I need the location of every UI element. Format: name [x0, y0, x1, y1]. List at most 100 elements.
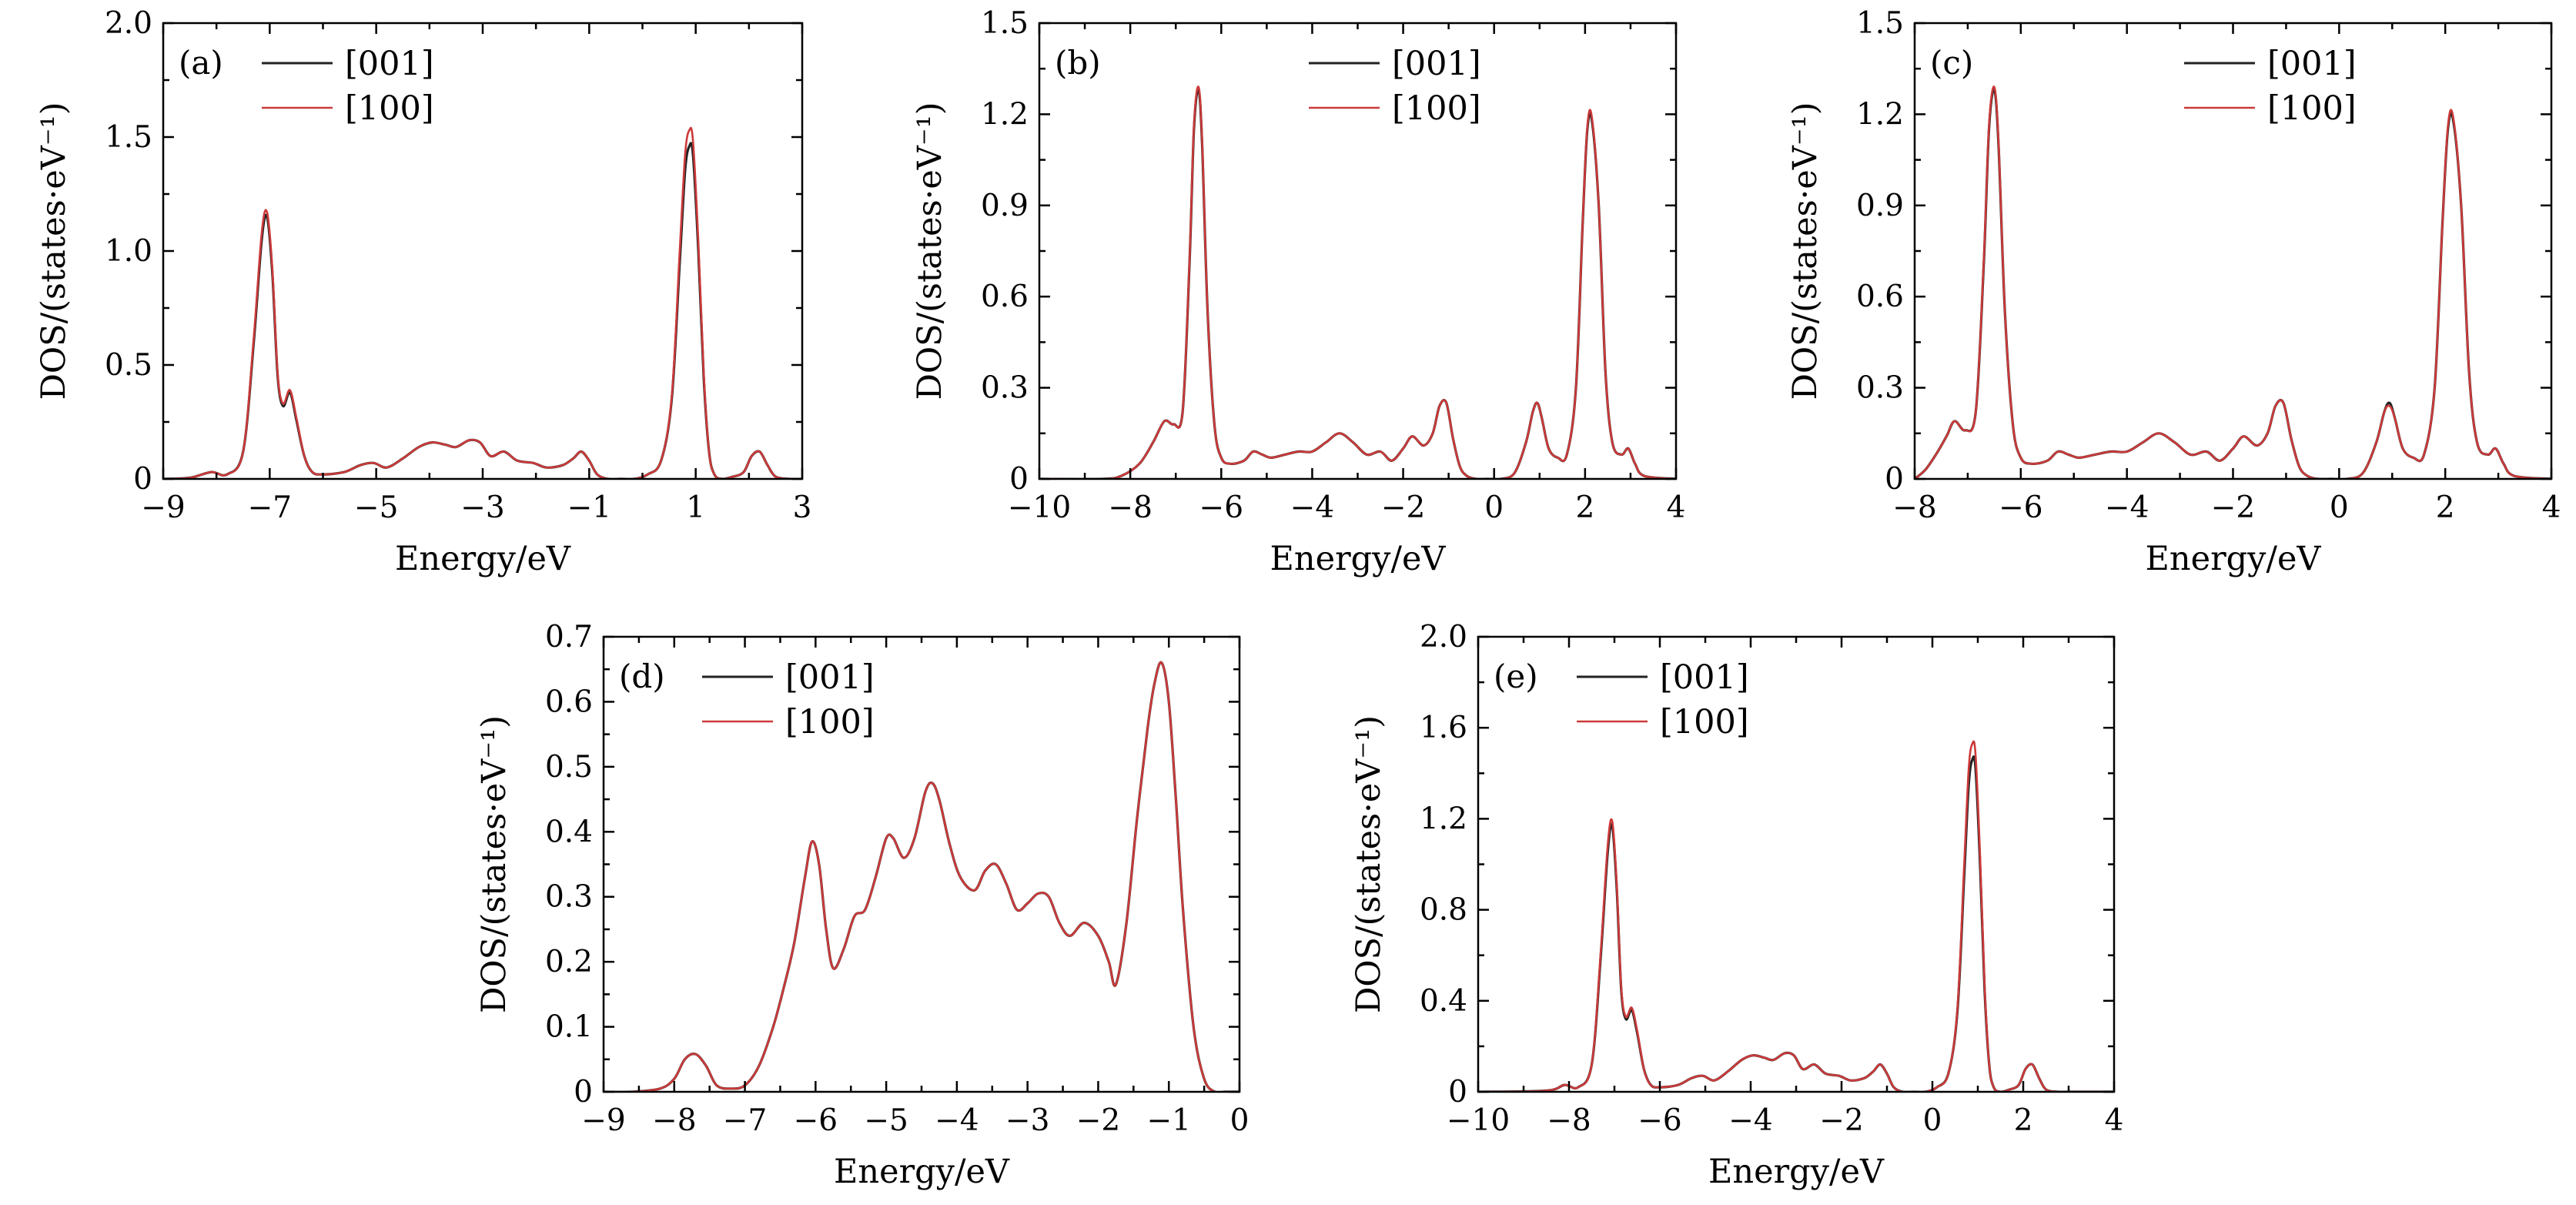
x-tick-label: −8 — [1892, 490, 1937, 525]
x-tick-label: 4 — [2542, 490, 2561, 525]
legend-label-100: [100] — [1392, 89, 1481, 128]
y-tick-label: 0.6 — [1856, 279, 1904, 314]
x-tick-label: −5 — [354, 490, 399, 525]
panel-label: (a) — [179, 44, 223, 82]
series-line-100 — [1915, 85, 2551, 479]
y-tick-label: 0.7 — [545, 620, 593, 654]
plot-frame — [1913, 22, 2553, 480]
x-axis-title: Energy/eV — [395, 540, 571, 578]
y-tick-label: 0.9 — [1856, 189, 1904, 223]
y-tick-label: 2.0 — [105, 6, 152, 41]
legend-label-001: [001] — [1660, 658, 1749, 697]
x-tick-label: 0 — [1923, 1103, 1942, 1138]
plot-frame — [602, 635, 1241, 1093]
y-tick-label: 0.2 — [545, 945, 593, 979]
panel-b: −10 −8 −6 −4 −2 0 2 4 0 0.3 0.6 0.9 1.2 1.5 Energy/eV D… — [911, 6, 1685, 578]
x-tick-label: 4 — [1667, 490, 1686, 525]
x-tick-label: 2 — [1575, 490, 1594, 525]
panel-label: (b) — [1055, 44, 1101, 82]
y-tick-label: 1.5 — [1856, 6, 1904, 41]
series-line-001 — [1915, 88, 2551, 479]
y-tick-label: 0.5 — [105, 348, 152, 383]
y-tick-label: 0 — [1885, 462, 1904, 497]
panel-label: (d) — [619, 658, 665, 695]
legend-label-100: [100] — [2267, 89, 2357, 128]
x-tick-label: −9 — [581, 1103, 626, 1138]
series-line-001 — [604, 661, 1239, 1092]
y-tick-label: 0.5 — [545, 750, 593, 785]
legend-label-001: [001] — [785, 658, 875, 697]
x-tick-label: −3 — [1005, 1103, 1050, 1138]
legend-label-001: [001] — [345, 45, 434, 83]
x-tick-label: −4 — [935, 1103, 979, 1138]
x-tick-label: −5 — [864, 1103, 908, 1138]
y-tick-label: 0.3 — [1856, 371, 1904, 406]
x-tick-label: −1 — [567, 490, 612, 525]
x-axis-title: Energy/eV — [834, 1153, 1010, 1191]
y-tick-label: 1.0 — [105, 234, 152, 269]
x-tick-label: −1 — [1146, 1103, 1191, 1138]
x-tick-label: −8 — [1108, 490, 1153, 525]
panel-label: (c) — [1930, 44, 1973, 82]
y-tick-label: 0.6 — [545, 685, 593, 719]
x-tick-label: −4 — [1290, 490, 1335, 525]
x-tick-label: 2 — [2014, 1103, 2033, 1138]
y-tick-label: 0.3 — [545, 880, 593, 915]
panel-e: −10 −8 −6 −4 −2 0 2 4 0 0.4 0.8 1.2 1.6 2.0 Energy/eV D… — [1350, 620, 2123, 1191]
x-tick-label: 4 — [2105, 1103, 2124, 1138]
y-tick-label: 0.1 — [545, 1010, 593, 1045]
panel-d: −9 −8 −7 −6 −5 −4 −3 −2 −1 0 0 0.1 0.2 0.3 0.4 0.5 0.6 0.… — [475, 620, 1249, 1191]
y-tick-label: 0.4 — [1420, 984, 1467, 1019]
y-axis-title: DOS/(states·eV⁻¹) — [35, 102, 73, 400]
y-tick-label: 1.5 — [105, 120, 152, 155]
y-tick-label: 0.8 — [1420, 893, 1467, 928]
panel-a: −9 −7 −5 −3 −1 1 3 0 0.5 1.0 1.5 2.0 Energy/eV DOS/(s… — [35, 6, 811, 578]
x-tick-label: −3 — [460, 490, 505, 525]
x-tick-label: 1 — [686, 490, 705, 525]
y-axis-title: DOS/(states·eV⁻¹) — [1350, 715, 1388, 1013]
y-tick-label: 0 — [133, 462, 152, 497]
y-tick-label: 2.0 — [1420, 620, 1467, 654]
panel-c: −8 −6 −4 −2 0 2 4 0 0.3 0.6 0.9 1.2 1.5 Energy/eV DOS/… — [1786, 6, 2561, 578]
x-axis-title: Energy/eV — [1708, 1153, 1885, 1191]
y-tick-label: 1.2 — [981, 97, 1029, 132]
legend-label-001: [001] — [1392, 45, 1481, 83]
x-tick-label: −10 — [1447, 1103, 1510, 1138]
x-tick-label: −6 — [1999, 490, 2043, 525]
y-tick-label: 1.2 — [1420, 802, 1467, 836]
y-tick-label: 1.5 — [981, 6, 1029, 41]
y-axis-title: DOS/(states·eV⁻¹) — [475, 715, 514, 1013]
y-tick-label: 1.2 — [1856, 97, 1904, 132]
legend-label-001: [001] — [2267, 45, 2357, 83]
x-tick-label: −7 — [248, 490, 293, 525]
series-line-001 — [1478, 755, 2114, 1092]
x-tick-label: −2 — [2211, 490, 2256, 525]
x-tick-label: −10 — [1008, 490, 1071, 525]
y-tick-label: 0 — [1448, 1075, 1467, 1110]
y-axis-title: DOS/(states·eV⁻¹) — [1786, 102, 1825, 400]
x-tick-label: −6 — [1638, 1103, 1682, 1138]
series-line-100 — [604, 661, 1239, 1092]
y-tick-label: 0.3 — [981, 371, 1029, 406]
x-axis-title: Energy/eV — [2146, 540, 2322, 578]
x-tick-label: −4 — [2105, 490, 2149, 525]
x-tick-label: −4 — [1728, 1103, 1773, 1138]
x-tick-label: −8 — [1547, 1103, 1591, 1138]
series-line-100 — [1039, 85, 1676, 479]
panel-label: (e) — [1494, 658, 1538, 695]
series-line-100 — [163, 126, 802, 479]
y-tick-label: 0 — [574, 1075, 593, 1110]
x-tick-label: −8 — [652, 1103, 697, 1138]
x-tick-label: −9 — [141, 490, 186, 525]
x-tick-label: 0 — [1230, 1103, 1250, 1138]
legend-label-100: [100] — [785, 703, 875, 741]
x-tick-label: −2 — [1076, 1103, 1121, 1138]
legend-label-100: [100] — [1660, 703, 1749, 741]
y-tick-label: 0 — [1009, 462, 1029, 497]
x-tick-label: 3 — [793, 490, 812, 525]
y-tick-label: 1.6 — [1420, 711, 1467, 745]
y-tick-label: 0.4 — [545, 815, 593, 849]
x-tick-label: 2 — [2436, 490, 2455, 525]
x-tick-label: 0 — [1484, 490, 1504, 525]
